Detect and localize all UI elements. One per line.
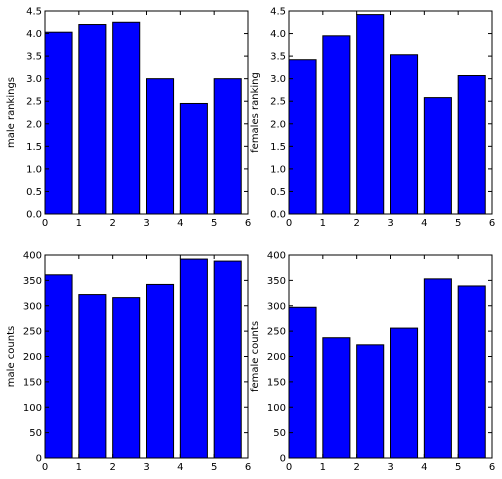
y-tick-label: 1.5 <box>26 142 42 153</box>
y-tick-label: 150 <box>23 377 42 388</box>
x-tick-label: 1 <box>76 462 82 473</box>
y-axis-label: male counts <box>6 326 17 387</box>
male-counts-chart: 0 1 2 3 4 5 6 0 50 100 150 200 250 300 350 400 male coun… <box>6 251 251 474</box>
y-tick-label: 200 <box>267 352 286 363</box>
x-tick-label: 4 <box>421 218 427 229</box>
y-tick-label: 0 <box>280 454 286 465</box>
bar <box>356 344 385 459</box>
bar <box>322 35 351 215</box>
x-tick-label: 5 <box>455 462 461 473</box>
y-tick-label: 400 <box>23 251 42 262</box>
bar <box>179 102 208 215</box>
y-tick-label: 3.5 <box>270 52 286 63</box>
y-tick-label: 300 <box>267 301 286 312</box>
y-tick-label: 4.0 <box>26 29 42 40</box>
y-tick-label: 3.5 <box>26 52 42 63</box>
y-tick-label: 2.0 <box>26 119 42 130</box>
females-ranking-chart: 0 1 2 3 4 5 6 0.0 0.5 1.0 1.5 2.0 2.5 3.0 3.5 4.0 4.5 fem… <box>250 7 495 230</box>
x-tick-label: 1 <box>320 462 326 473</box>
x-tick-label: 6 <box>245 462 251 473</box>
bar <box>390 54 419 215</box>
x-tick-label: 5 <box>211 462 217 473</box>
bar <box>288 306 317 459</box>
y-tick-label: 300 <box>23 301 42 312</box>
y-tick-label: 50 <box>29 428 42 439</box>
bar <box>44 274 73 459</box>
y-tick-label: 0 <box>36 454 42 465</box>
y-tick-label: 1.0 <box>26 164 42 175</box>
y-tick-label: 1.5 <box>270 142 286 153</box>
bar <box>423 97 452 215</box>
bar <box>390 327 419 459</box>
y-tick-label: 4.5 <box>26 7 42 18</box>
x-tick-label: 0 <box>286 462 292 473</box>
x-tick-label: 6 <box>245 218 251 229</box>
y-tick-label: 350 <box>267 276 286 287</box>
y-tick-label: 0.5 <box>270 187 286 198</box>
y-tick-label: 4.5 <box>270 7 286 18</box>
y-axis-label: females ranking <box>250 72 261 153</box>
x-tick-label: 2 <box>353 218 359 229</box>
bar <box>78 294 107 459</box>
x-tick-label: 0 <box>42 218 48 229</box>
y-tick-label: 3.0 <box>270 74 286 85</box>
x-tick-label: 4 <box>177 462 183 473</box>
x-tick-label: 6 <box>489 218 495 229</box>
bar <box>288 59 317 215</box>
y-tick-label: 2.0 <box>270 119 286 130</box>
y-tick-label: 0.5 <box>26 187 42 198</box>
bar <box>423 278 452 459</box>
x-tick-label: 2 <box>109 462 115 473</box>
y-axis-label: male rankings <box>6 77 17 148</box>
x-tick-label: 2 <box>109 218 115 229</box>
bar <box>179 258 208 459</box>
y-tick-label: 2.5 <box>26 97 42 108</box>
x-tick-label: 2 <box>353 462 359 473</box>
y-tick-label: 50 <box>273 428 286 439</box>
bar <box>112 297 141 459</box>
bar <box>213 78 242 215</box>
bar <box>213 260 242 459</box>
male-rankings-chart: 0 1 2 3 4 5 6 0.0 0.5 1.0 1.5 2.0 2.5 3.0 3.5 4.0 4.5 mal… <box>6 7 251 230</box>
x-tick-label: 0 <box>42 462 48 473</box>
y-axis-label: female counts <box>250 321 261 392</box>
y-tick-label: 0.0 <box>270 210 286 221</box>
bar <box>356 14 385 215</box>
x-tick-label: 0 <box>286 218 292 229</box>
x-tick-label: 3 <box>387 218 393 229</box>
y-tick-label: 1.0 <box>270 164 286 175</box>
x-tick-label: 4 <box>177 218 183 229</box>
x-tick-label: 1 <box>320 218 326 229</box>
bar <box>146 78 175 215</box>
y-tick-label: 100 <box>267 403 286 414</box>
y-tick-label: 400 <box>267 251 286 262</box>
x-tick-label: 6 <box>489 462 495 473</box>
x-tick-label: 5 <box>455 218 461 229</box>
y-tick-label: 2.5 <box>270 97 286 108</box>
y-tick-label: 100 <box>23 403 42 414</box>
bar <box>457 75 486 215</box>
x-tick-label: 3 <box>387 462 393 473</box>
bar <box>322 337 351 459</box>
x-tick-label: 3 <box>143 462 149 473</box>
y-tick-label: 250 <box>267 327 286 338</box>
bar <box>78 24 107 215</box>
x-tick-label: 4 <box>421 462 427 473</box>
y-tick-label: 150 <box>267 377 286 388</box>
y-tick-label: 0.0 <box>26 210 42 221</box>
bar <box>457 285 486 459</box>
x-tick-label: 1 <box>76 218 82 229</box>
x-tick-label: 3 <box>143 218 149 229</box>
y-tick-label: 250 <box>23 327 42 338</box>
bar <box>112 21 141 215</box>
y-tick-label: 4.0 <box>270 29 286 40</box>
y-tick-label: 3.0 <box>26 74 42 85</box>
female-counts-chart: 0 1 2 3 4 5 6 0 50 100 150 200 250 300 350 400 female co… <box>250 251 495 474</box>
y-tick-label: 200 <box>23 352 42 363</box>
bar <box>146 283 175 459</box>
y-tick-label: 350 <box>23 276 42 287</box>
x-tick-label: 5 <box>211 218 217 229</box>
bar <box>44 31 73 215</box>
